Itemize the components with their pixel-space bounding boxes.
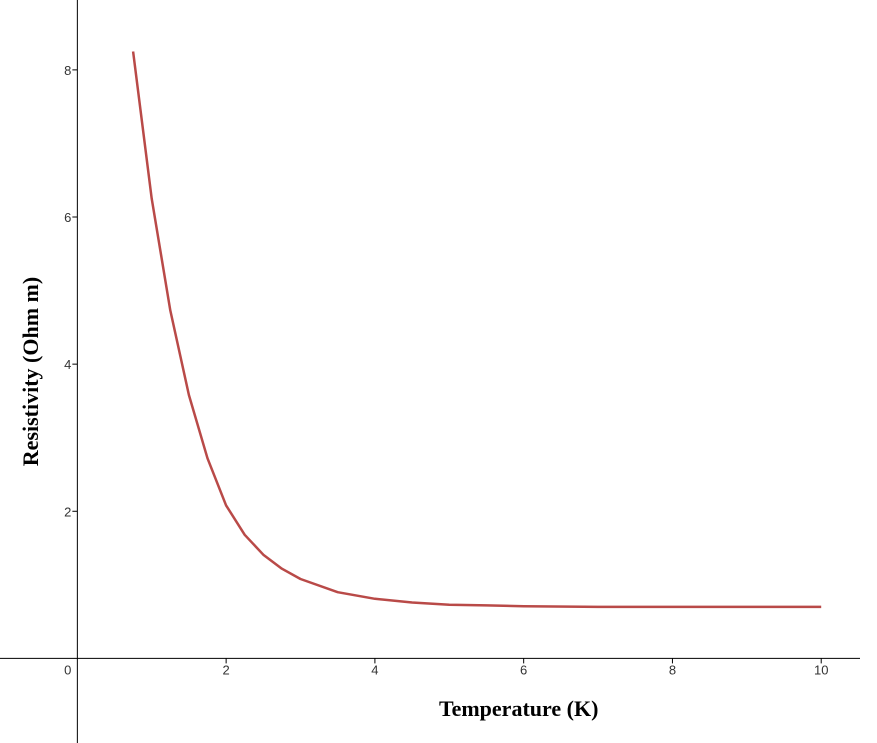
resistivity-curve	[131, 51, 822, 609]
y-tick-label: 6	[64, 210, 71, 225]
x-tick-label: 10	[814, 662, 828, 677]
y-tick-label: 2	[64, 504, 71, 519]
x-tick-label: 2	[223, 662, 230, 677]
y-tick-label: 8	[64, 63, 71, 78]
y-axis-title: Resistivity (Ohm m)	[18, 277, 43, 466]
y-ticks: 2 4 6 8	[64, 63, 78, 519]
x-tick-label: 6	[520, 662, 527, 677]
origin-label: 0	[64, 662, 71, 677]
x-tick-label: 4	[371, 662, 378, 677]
x-ticks: 2 4 6 8 10	[223, 658, 828, 677]
x-axis-title: Temperature (K)	[439, 696, 598, 721]
y-tick-label: 4	[64, 357, 71, 372]
x-tick-label: 8	[669, 662, 676, 677]
